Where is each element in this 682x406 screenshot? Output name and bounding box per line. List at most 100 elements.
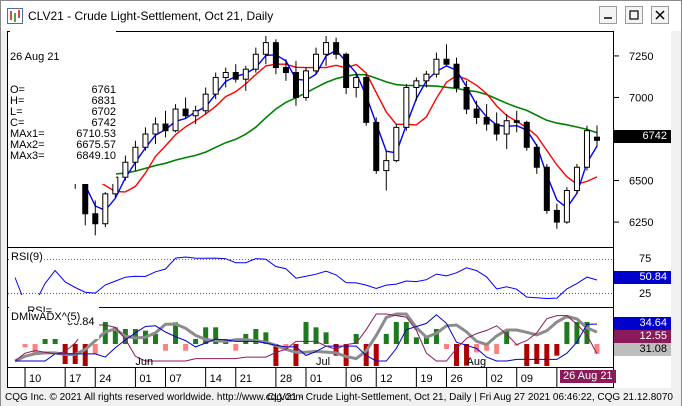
candle-body xyxy=(443,58,450,65)
candle-body xyxy=(393,126,400,162)
candle-body xyxy=(353,77,360,88)
adx-tag: 31.08 xyxy=(614,343,671,356)
candle-body xyxy=(282,67,289,74)
ohlc-label: H= xyxy=(10,95,25,107)
candle-body xyxy=(192,110,199,117)
dmi-histogram-bar xyxy=(393,322,399,344)
dmi-histogram-bar xyxy=(494,344,500,354)
adx-line xyxy=(14,312,598,363)
ohlc-value: 6849.10 xyxy=(76,150,116,162)
candle-body xyxy=(232,72,239,80)
dmi-histogram-bar xyxy=(594,344,600,354)
candle-body xyxy=(182,108,189,117)
time-tick-label: 01 xyxy=(139,373,151,385)
candle-body xyxy=(373,121,380,172)
dmi-histogram-bar xyxy=(263,332,269,344)
dmi-histogram-bar xyxy=(544,344,550,366)
time-tick-label: 10 xyxy=(29,373,41,385)
ohlc-value: 6675.57 xyxy=(76,139,116,151)
candle-body xyxy=(222,72,229,79)
rsi-tick-25: 25 xyxy=(639,288,652,300)
minimize-button[interactable] xyxy=(599,6,617,24)
candle-body xyxy=(573,166,580,192)
candle-body xyxy=(533,146,540,168)
ohlc-label: L= xyxy=(10,106,23,118)
close-icon xyxy=(655,10,665,20)
candle-body xyxy=(242,68,249,80)
dmi-histogram-bar xyxy=(313,327,319,344)
month-label: Jul xyxy=(316,356,330,368)
time-tick-label: 12 xyxy=(380,373,392,385)
dmi-histogram-bar xyxy=(504,330,510,344)
minimize-icon xyxy=(604,17,612,19)
dmi-histogram-bar xyxy=(574,322,580,344)
candle-body xyxy=(403,86,410,128)
dmi-title: DMIwADX^(5) xyxy=(11,311,81,323)
price-tick-label: 7250 xyxy=(629,51,653,63)
dmi-histogram-bar xyxy=(233,344,239,351)
copyright-text: CQG Inc. © 2021 All rights reserved worl… xyxy=(5,392,304,403)
ohlc-date: 26 Aug 21 xyxy=(10,51,60,63)
maximize-button[interactable] xyxy=(625,6,643,24)
dmi-histogram-bar xyxy=(163,344,169,351)
time-tick-label: 17 xyxy=(69,373,81,385)
ohlc-row: MAx3= 6849.10 xyxy=(10,151,116,162)
month-label: Aug xyxy=(467,356,487,368)
price-tick-label: 6250 xyxy=(629,217,653,229)
dmi-histogram-bar xyxy=(524,344,530,366)
dmi-histogram-bar xyxy=(564,322,570,344)
candle-body xyxy=(132,146,139,163)
dmi-histogram-bar xyxy=(534,344,540,364)
ohlc-label: MAx3= xyxy=(10,150,45,162)
time-tick-label: 26 xyxy=(450,373,462,385)
candle-body xyxy=(152,123,159,135)
dmi-histogram-bar xyxy=(333,344,339,356)
rsi-tick-75: 75 xyxy=(639,253,652,265)
dmi-histogram-bar xyxy=(554,344,560,356)
candle-body xyxy=(343,53,350,88)
time-tick-label: 06 xyxy=(350,373,362,385)
time-tick-label: 09 xyxy=(521,373,533,385)
rsi-value-tag: 50.84 xyxy=(614,271,671,284)
candle-body xyxy=(513,120,520,123)
candle-body xyxy=(583,130,590,168)
close-button[interactable] xyxy=(651,6,669,24)
window-title: CLV21 - Crude Light-Settlement, Oct 21, … xyxy=(28,9,274,23)
candle-body xyxy=(433,58,440,75)
ohlc-value: 6742 xyxy=(91,117,116,129)
candle-body xyxy=(423,73,430,82)
candle-body xyxy=(483,116,490,125)
dmi-plus-line xyxy=(15,314,598,362)
candle-body xyxy=(202,93,209,112)
ohlc-panel: 26 Aug 21 O= 6761 H= 6831 L= 6702 C= 6742 MAx1= 6… xyxy=(10,30,116,184)
ohlc-row: C= 6742 xyxy=(10,118,116,129)
ohlc-label: MAx1= xyxy=(10,128,45,140)
ohlc-row: H= 6831 xyxy=(10,96,116,107)
chart-area[interactable]: 72507000675065006250 1017240107142128010… xyxy=(7,30,671,388)
time-tick-label: 07 xyxy=(170,373,182,385)
maximize-icon xyxy=(629,10,639,20)
dmi-histogram-bar xyxy=(303,322,309,344)
app-chart-icon xyxy=(7,8,23,24)
dmi-histogram-bar xyxy=(203,327,209,344)
dmi-histogram-bar xyxy=(273,344,279,366)
dmi-histogram-bar xyxy=(373,344,379,366)
dmi-histogram-bar xyxy=(484,344,490,351)
candle-body xyxy=(473,108,480,118)
candle-body xyxy=(453,63,460,88)
candle-body xyxy=(272,42,279,69)
candle-body xyxy=(323,42,330,55)
dmi-histogram-bar xyxy=(323,332,329,344)
dmi-histogram-bar xyxy=(253,329,259,344)
dmi-plus-tag: 34.64 xyxy=(614,317,671,330)
candle-body xyxy=(413,80,420,88)
dmi-histogram-bar xyxy=(423,337,429,344)
dmi-minus-line xyxy=(14,313,598,362)
candle-body xyxy=(503,120,510,135)
rsi-title: RSI(9) xyxy=(11,251,43,263)
dmi-histogram-bar xyxy=(193,339,199,344)
candle-body xyxy=(563,190,570,223)
candle-body xyxy=(162,123,169,132)
dmi-histogram-bar xyxy=(82,344,88,366)
candle-body xyxy=(553,209,560,223)
